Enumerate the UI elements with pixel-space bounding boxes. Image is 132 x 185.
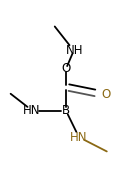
Text: NH: NH bbox=[66, 44, 83, 57]
Text: O: O bbox=[101, 88, 111, 101]
Text: B: B bbox=[62, 104, 70, 117]
Text: HN: HN bbox=[70, 131, 88, 144]
Text: O: O bbox=[61, 62, 71, 75]
Text: HN: HN bbox=[23, 104, 41, 117]
